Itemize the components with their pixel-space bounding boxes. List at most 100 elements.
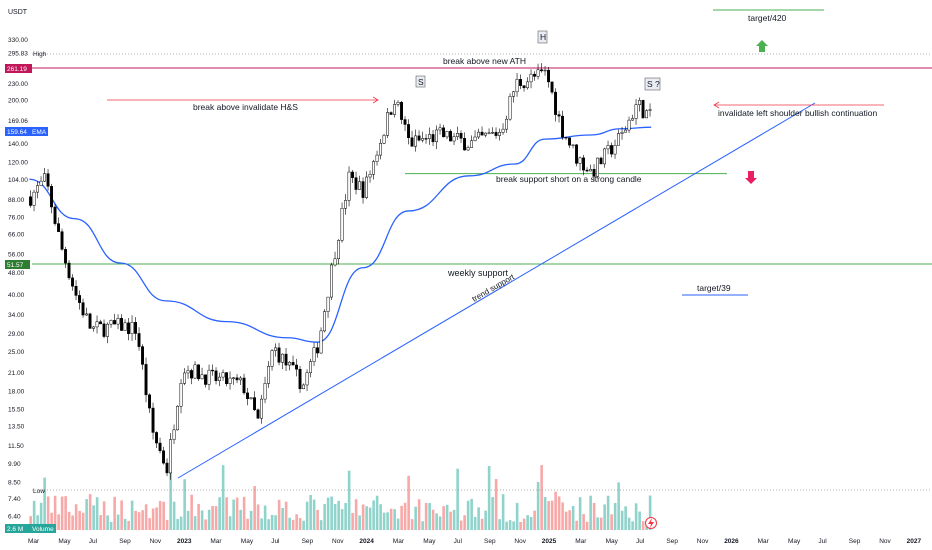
candle-up	[169, 439, 172, 474]
candle-down	[277, 347, 281, 363]
candle-down	[88, 313, 92, 329]
candle-up	[260, 398, 263, 419]
x-tick-label: May	[606, 538, 619, 545]
volume-bar	[547, 501, 550, 530]
candle-up	[613, 145, 617, 155]
volume-bar	[284, 501, 288, 530]
volume-bar	[50, 512, 53, 530]
volume-bar	[277, 499, 281, 530]
volume-bar	[78, 510, 81, 530]
volume-bar	[144, 504, 148, 530]
candle-down	[46, 173, 50, 187]
volume-bar	[330, 496, 333, 530]
volume-bar	[305, 501, 309, 530]
candle-down	[81, 302, 85, 316]
candle-down	[165, 462, 169, 474]
volume-bar	[501, 494, 505, 530]
volume-bar	[95, 497, 99, 530]
y-tick-label: 40.00	[8, 292, 25, 299]
volume-bar	[71, 515, 74, 530]
volume-bar	[246, 518, 249, 530]
volume-bar	[74, 504, 78, 530]
volume-bar	[379, 504, 382, 530]
y-tick-label: 200.00	[8, 98, 28, 105]
volume-bar	[421, 521, 424, 530]
candle-up	[228, 377, 232, 384]
candle-up	[606, 145, 610, 150]
volume-bar	[641, 521, 645, 530]
volume-bar	[169, 472, 172, 530]
volume-bar	[508, 520, 512, 530]
candle-up	[36, 185, 39, 193]
candle-down	[211, 369, 214, 372]
candle-down	[592, 168, 596, 177]
volume-bar	[211, 505, 214, 530]
volume-bar	[288, 517, 291, 530]
y-tick-label: 25.00	[8, 349, 25, 356]
candle-down	[400, 102, 403, 120]
volume-bar	[242, 496, 246, 530]
candle-down	[113, 320, 116, 325]
x-tick-label: Jul	[818, 538, 827, 545]
volume-bar	[218, 497, 221, 530]
volume-bar	[323, 504, 326, 530]
candle-down	[60, 231, 64, 250]
volume-bar	[36, 515, 39, 530]
x-tick-label: May	[788, 538, 801, 545]
y-tick-label: 34.00	[8, 312, 25, 319]
volume-bar	[522, 518, 526, 530]
volume-bar	[249, 510, 253, 530]
candle-down	[568, 137, 571, 146]
candle-up	[491, 132, 494, 134]
candle-down	[291, 362, 295, 366]
volume-bar	[197, 503, 200, 530]
candle-down	[204, 374, 207, 385]
candle-down	[144, 364, 148, 396]
candle-down	[78, 295, 81, 303]
candle-down	[316, 347, 319, 354]
candle-down	[120, 318, 123, 331]
candle-up	[631, 118, 634, 121]
candle-up	[365, 176, 368, 198]
candle-up	[456, 133, 459, 137]
x-tick-label: 2027	[907, 538, 922, 545]
volume-bar	[459, 520, 463, 530]
candle-up	[39, 180, 43, 186]
candle-up	[501, 128, 505, 133]
volume-bar	[592, 502, 596, 530]
candle-up	[109, 320, 113, 325]
candle-up	[232, 377, 235, 379]
volume-bar	[190, 494, 193, 530]
volume-bar	[81, 512, 85, 530]
volume-bar	[624, 506, 627, 530]
volume-bar	[260, 518, 263, 530]
candle-up	[627, 119, 631, 131]
candle-up	[603, 148, 606, 165]
volume-bar	[599, 517, 603, 530]
candle-up	[466, 147, 470, 151]
x-tick-label: Nov	[697, 538, 709, 545]
volume-bar	[494, 479, 498, 530]
volume-bar	[428, 502, 431, 530]
candle-up	[428, 134, 431, 139]
candle-up	[333, 258, 337, 266]
volume-bar	[32, 500, 36, 530]
badge-volume-value: 2.6 M	[7, 526, 23, 533]
volume-bar	[372, 500, 375, 530]
volume-bar	[176, 518, 179, 530]
volume-bar	[64, 496, 67, 530]
y-tick-label: 330.00	[8, 37, 28, 44]
candle-up	[172, 429, 176, 440]
y-tick-label: 66.00	[8, 232, 25, 239]
volume-bar	[414, 506, 417, 530]
target-39-text: target/39	[697, 283, 731, 293]
x-tick-label: Sep	[849, 538, 861, 545]
candle-up	[578, 157, 582, 164]
x-tick-label: 2026	[724, 538, 739, 545]
volume-bar	[137, 512, 141, 530]
candle-down	[141, 346, 144, 365]
volume-bar	[487, 465, 491, 530]
volume-bar	[333, 504, 337, 530]
volume-bar	[589, 495, 592, 530]
candle-up	[106, 323, 109, 337]
